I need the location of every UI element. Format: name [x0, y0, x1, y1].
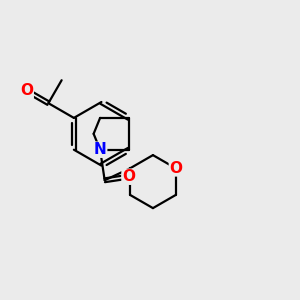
Text: O: O: [20, 83, 33, 98]
Circle shape: [169, 162, 182, 175]
Text: O: O: [169, 161, 182, 176]
Text: N: N: [94, 142, 106, 157]
Text: O: O: [122, 169, 135, 184]
Circle shape: [94, 143, 106, 156]
Circle shape: [20, 84, 33, 97]
Circle shape: [122, 170, 135, 183]
